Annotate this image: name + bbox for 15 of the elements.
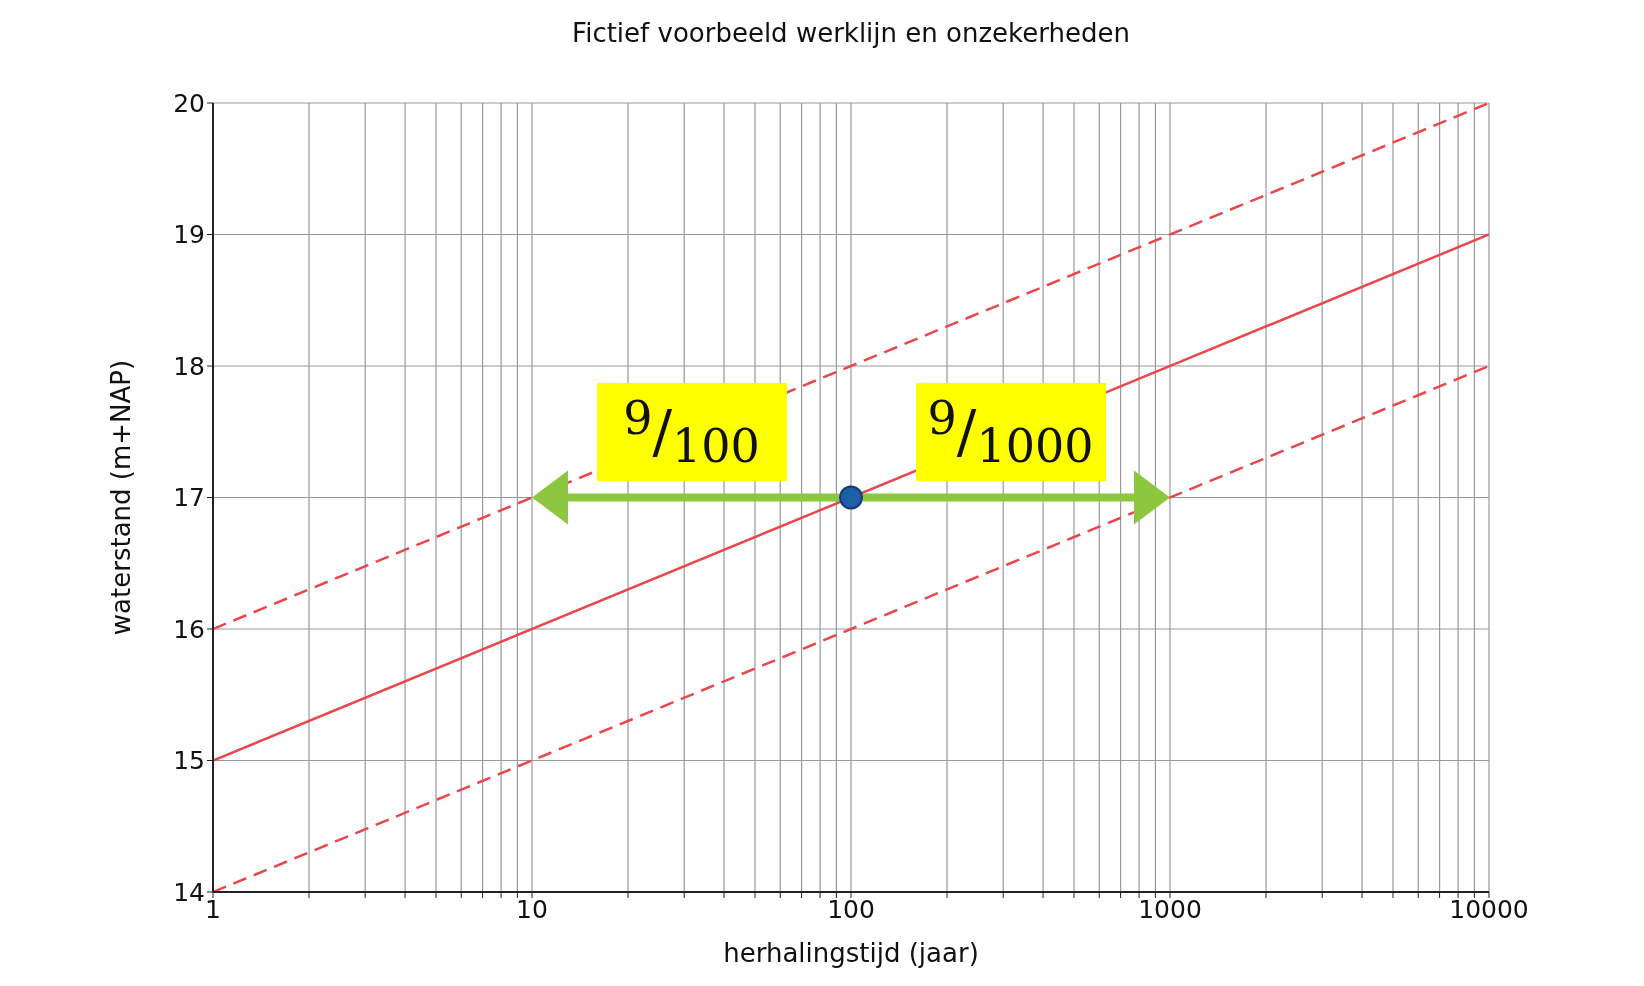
- x-tick-label: 100: [827, 894, 875, 924]
- y-axis-title: waterstand (m+NAP): [106, 359, 137, 636]
- y-tick-label: 16: [173, 614, 205, 644]
- x-tick-label: 1: [205, 894, 221, 924]
- y-tick-label: 18: [173, 351, 205, 381]
- y-tick-label: 15: [173, 746, 205, 776]
- x-tick-label: 10: [516, 894, 548, 924]
- x-axis-title: herhalingstijd (jaar): [723, 938, 979, 968]
- y-tick-label: 14: [173, 877, 205, 907]
- x-tick-label: 10000: [1449, 894, 1529, 924]
- y-tick-label: 20: [173, 88, 205, 118]
- chart-title: Fictief voorbeeld werklijn en onzekerheden: [571, 18, 1131, 48]
- y-tick-label: 17: [173, 483, 205, 513]
- x-tick-label: 1000: [1138, 894, 1202, 924]
- y-tick-label: 19: [173, 220, 205, 250]
